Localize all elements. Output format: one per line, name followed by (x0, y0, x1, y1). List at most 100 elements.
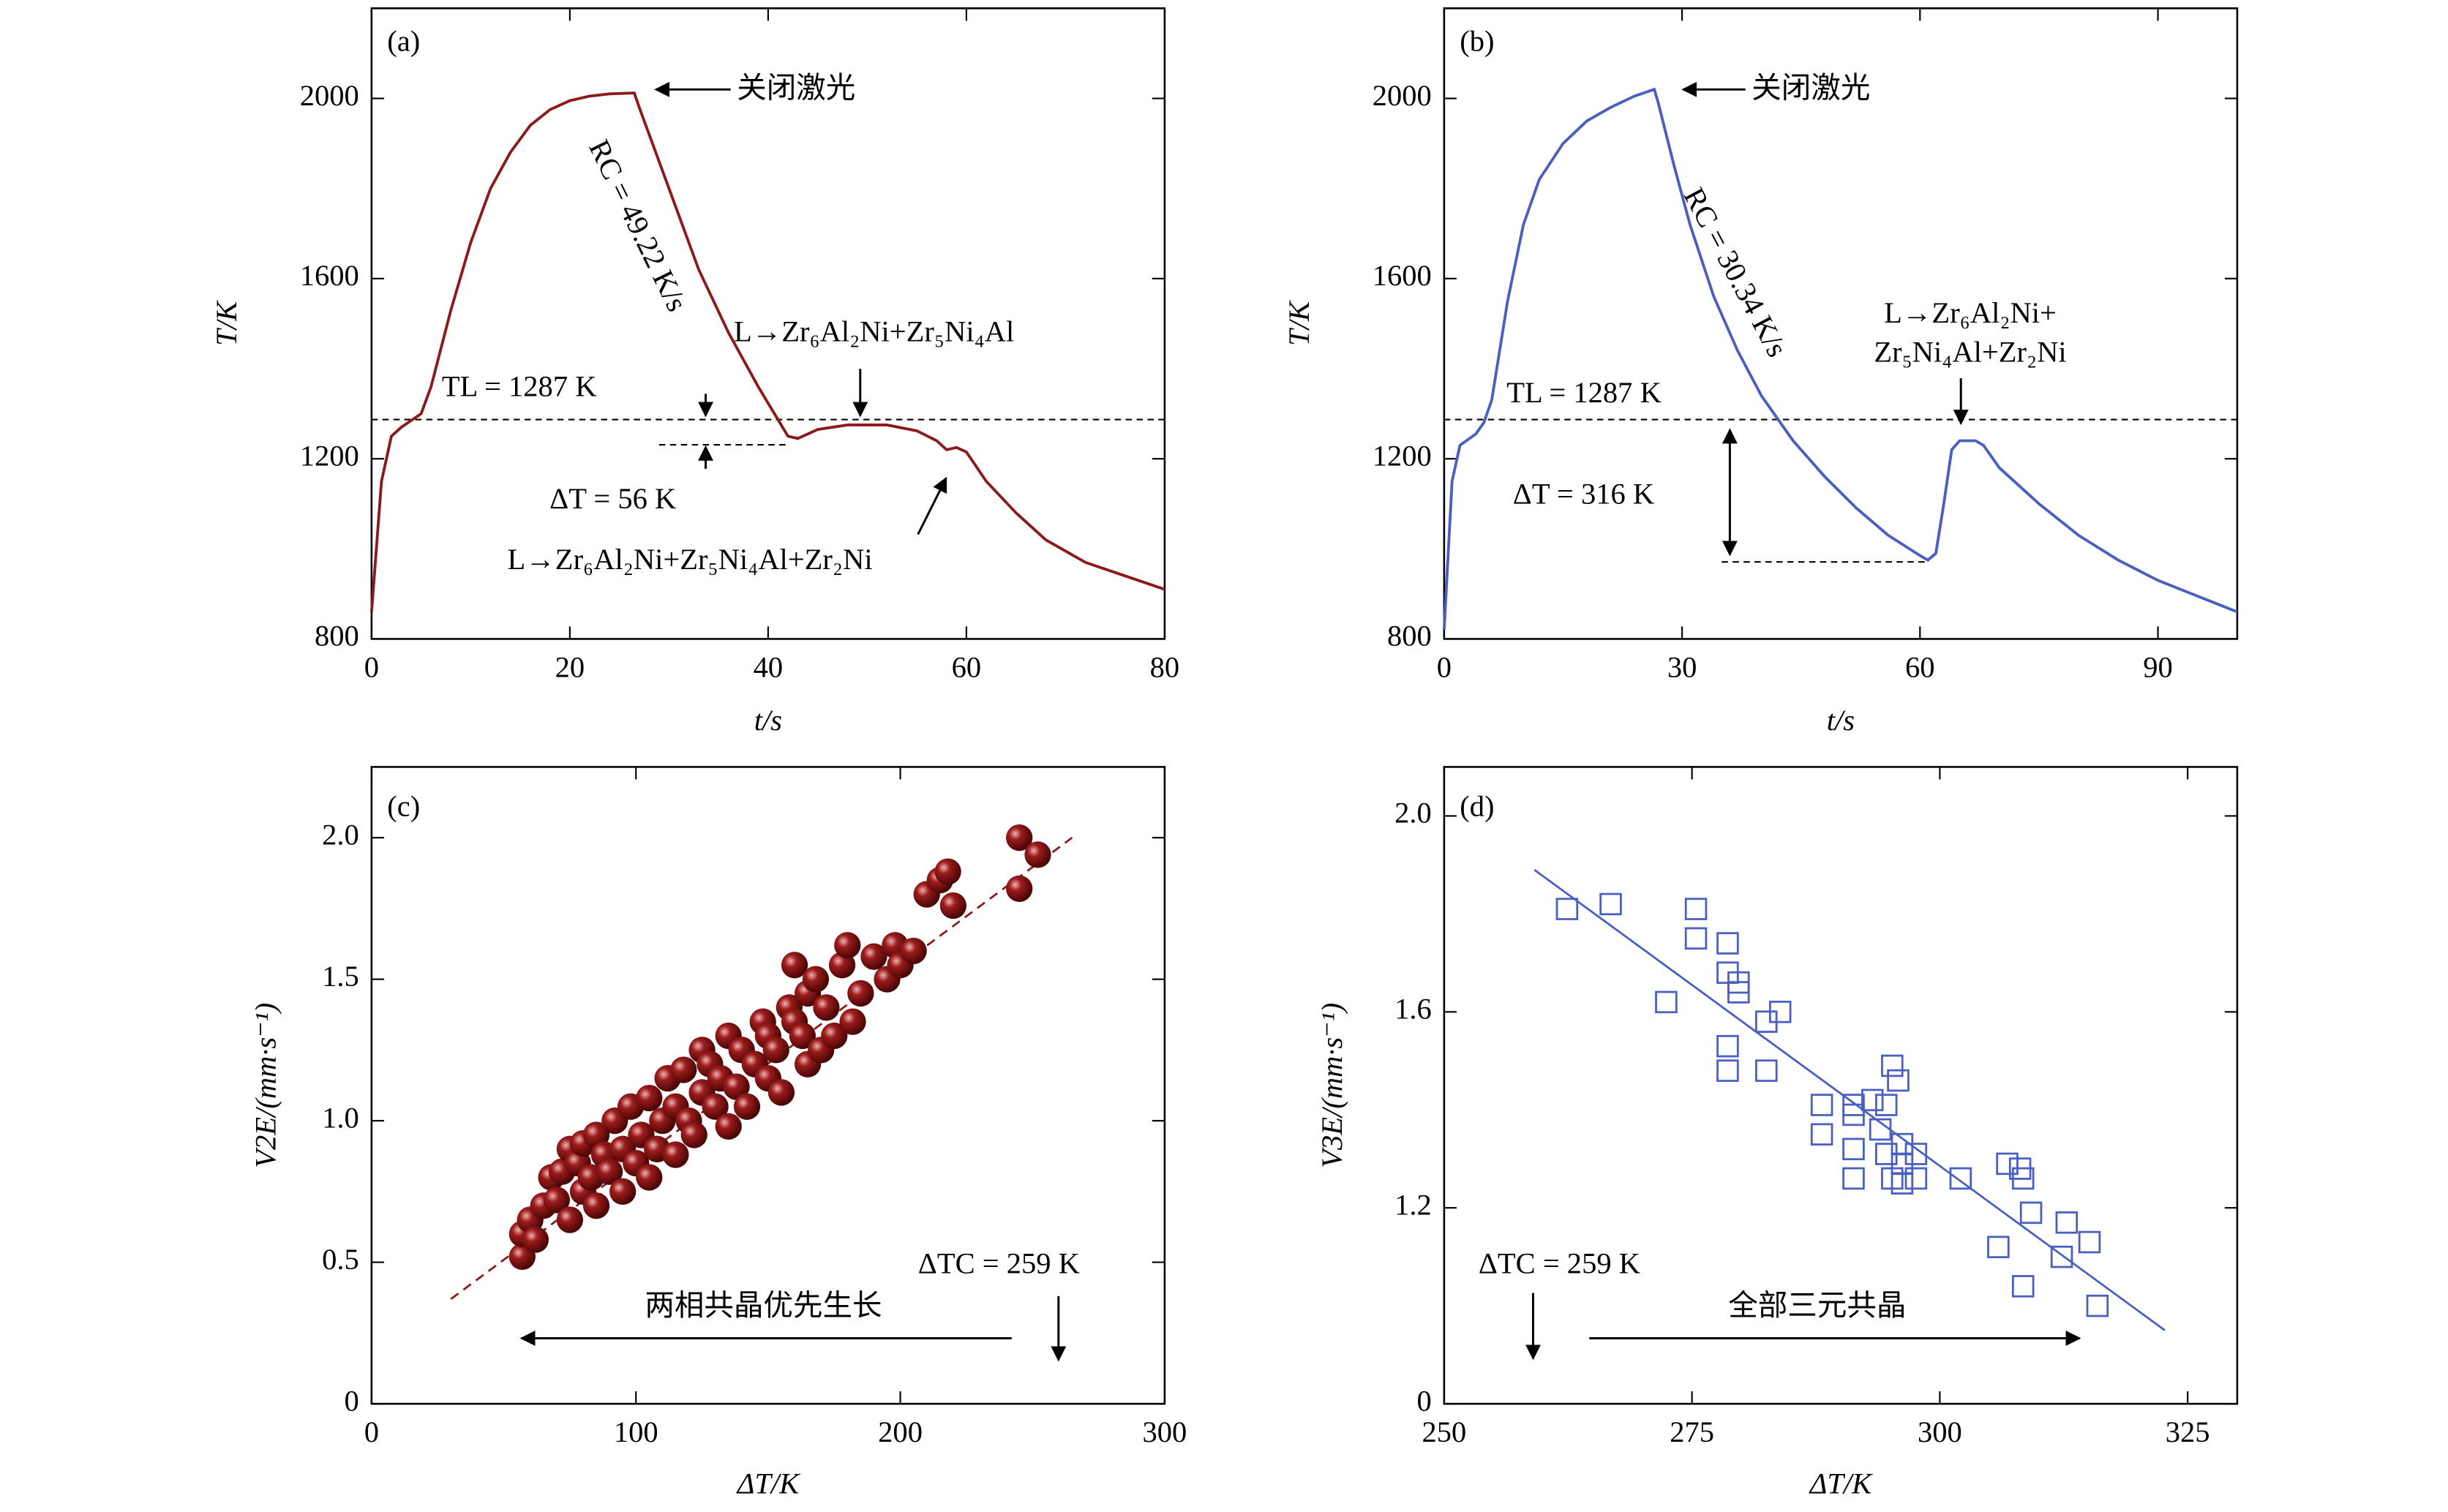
scatter-point (636, 1085, 663, 1112)
scatter-point (2078, 1230, 2101, 1254)
annotation: RC = 49.22 K/s (582, 135, 694, 317)
x-tick-label: 200 (878, 1415, 923, 1448)
x-tick-label: 100 (614, 1415, 658, 1448)
scatter-point (2011, 1167, 2035, 1190)
scatter-point (680, 1121, 707, 1148)
arrows (519, 81, 2081, 1362)
fit-line (450, 837, 1073, 1301)
scatter-point (802, 966, 830, 993)
scatter-point (670, 1056, 697, 1083)
y-tick-label: 1600 (1373, 259, 1432, 292)
scatter-point (2086, 1294, 2109, 1317)
scatter-point (1887, 1069, 1910, 1092)
plot-frame (1443, 7, 2239, 640)
scatter-point (2019, 1201, 2043, 1225)
x-tick-label: 0 (1437, 650, 1452, 683)
panel-label: (d) (1460, 789, 1494, 822)
y-tick-label: 1600 (300, 259, 359, 292)
scatter-point (543, 1186, 570, 1214)
scatter-point (702, 1093, 729, 1120)
y-tick-label: 2000 (1373, 79, 1432, 112)
arrow (917, 476, 947, 535)
y-tick-label: 0.5 (322, 1243, 359, 1276)
y-tick-label: 2000 (300, 79, 359, 112)
scatter-point (767, 1079, 795, 1106)
y-axis-label: T/K (1283, 300, 1315, 346)
scatter-point (596, 1158, 623, 1185)
panel: 0 100 200 300 0 0.5 1.0 1.5 2.0 (c) ΔT/K V2E/(mm·s⁻… (249, 766, 1187, 1500)
x-tick-label: 80 (1150, 650, 1180, 683)
annotation: L→Zr₆Al₂Ni+ (1884, 296, 2057, 329)
scatter-point (1869, 1118, 1892, 1141)
data-line (369, 91, 1165, 612)
x-axis-label: t/s (1827, 704, 1855, 737)
data-line (1442, 87, 2238, 631)
y-tick-label: 800 (315, 620, 359, 652)
plot-frame (370, 766, 1166, 1405)
scatter-point (1987, 1235, 2010, 1259)
scatter-point (1006, 875, 1033, 902)
x-tick-label: 20 (555, 650, 585, 683)
y-tick-label: 0 (345, 1384, 359, 1417)
scatter-point (1810, 1123, 1833, 1146)
scatter-point (609, 1178, 637, 1206)
scatter-point (860, 943, 887, 970)
scatter-point (1842, 1103, 1865, 1127)
annotation: ΔTC = 259 K (1479, 1247, 1640, 1280)
scatter-point (1755, 1059, 1778, 1082)
panel: 0 20 40 60 80 800 1200 1600 2000 (a) t/s T/K 关闭激光 RC … (210, 7, 1180, 737)
annotation: 全部三元共晶 (1728, 1289, 1906, 1322)
annotation: TL = 1287 K (442, 369, 597, 402)
scatter-point (636, 1164, 663, 1191)
x-tick-label: 0 (364, 1415, 379, 1448)
y-axis-label: T/K (210, 300, 243, 346)
scatter-point (1727, 981, 1750, 1004)
scatter-point (1006, 824, 1033, 851)
y-axis-label: V2E/(mm·s⁻¹) (249, 1003, 282, 1168)
scatter-point (1716, 932, 1739, 955)
annotation: RC = 30.34 K/s (1678, 182, 1794, 362)
x-tick-label: 30 (1667, 650, 1697, 683)
scatter-point (1716, 1034, 1739, 1058)
x-tick-label: 40 (754, 650, 784, 683)
scatter-point (1891, 1172, 1914, 1195)
scatter-point (1599, 892, 1622, 916)
scatter-point (522, 1226, 549, 1253)
scatter-point (1842, 1167, 1865, 1190)
scatter-point (1684, 927, 1708, 950)
y-tick-label: 1200 (1373, 439, 1432, 472)
scatter-point (733, 1093, 761, 1120)
y-tick-label: 1200 (300, 439, 359, 472)
annotation: 关闭激光 (737, 72, 855, 105)
scatter-point (847, 979, 874, 1007)
x-tick-label: 300 (1918, 1415, 1962, 1448)
annotation: L→Zr₆Al₂Ni+Zr₅Ni₄Al+Zr₂Ni (508, 543, 873, 576)
x-tick-label: 250 (1422, 1415, 1466, 1448)
scatter-point (762, 1037, 789, 1064)
x-tick-label: 275 (1670, 1415, 1714, 1448)
scatter-point (556, 1206, 584, 1233)
scatter-point (1996, 1152, 2019, 1176)
x-tick-label: 90 (2143, 650, 2173, 683)
scatter-point (1861, 1088, 1884, 1112)
y-tick-label: 1.5 (322, 960, 359, 993)
y-tick-label: 2.0 (322, 818, 359, 851)
y-tick-label: 1.2 (1394, 1188, 1432, 1221)
scatter-point (813, 994, 840, 1021)
y-tick-label: 800 (1387, 620, 1432, 652)
y-tick-label: 2.0 (1394, 797, 1432, 830)
panel: 0 30 60 90 800 1200 1600 2000 (b) t/s T/K 关闭激光 RC = … (1283, 7, 2239, 737)
scatter-point (1904, 1167, 1928, 1190)
plot-frame (1443, 766, 2239, 1405)
x-tick-label: 325 (2166, 1415, 2210, 1448)
x-tick-label: 300 (1143, 1415, 1187, 1448)
y-tick-label: 1.0 (322, 1101, 359, 1134)
scatter-point (1716, 1059, 1739, 1082)
scatter-point (2011, 1275, 2035, 1298)
x-axis-label: t/s (754, 704, 782, 737)
y-tick-label: 1.6 (1394, 993, 1432, 1026)
annotation: Zr₅Ni₄Al+Zr₂Ni (1874, 335, 2066, 368)
x-axis-label: ΔT/K (736, 1467, 801, 1500)
panel-label: (a) (387, 25, 420, 58)
